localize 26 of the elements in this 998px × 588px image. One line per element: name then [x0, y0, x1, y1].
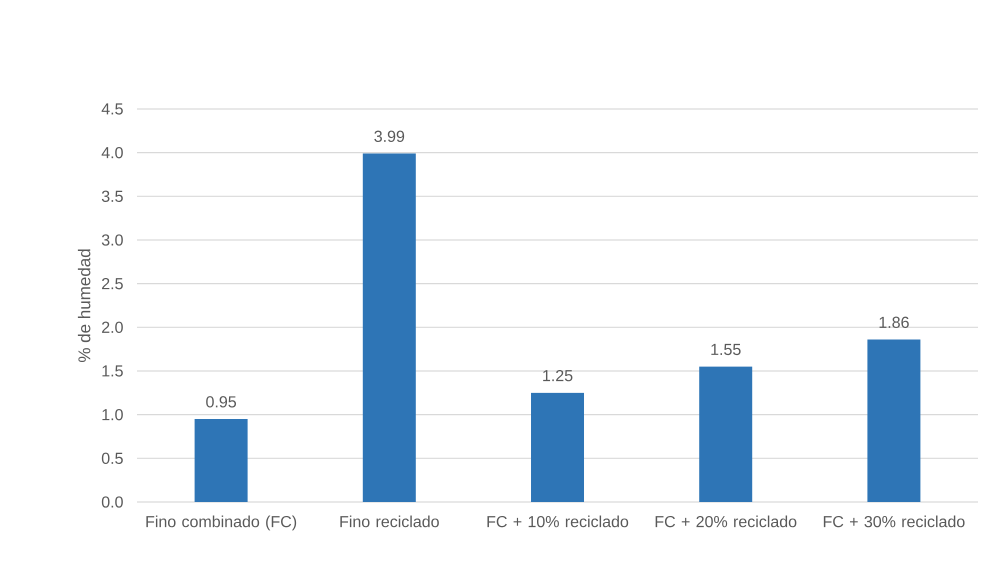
- x-tick-label: FC + 10% reciclado: [487, 516, 628, 528]
- x-tick-label: FC + 30% reciclado: [824, 516, 965, 528]
- y-tick-label: 2.5: [102, 278, 123, 290]
- data-label: 1.86: [880, 316, 909, 328]
- y-tick-label: 4.5: [102, 103, 123, 115]
- bar: [867, 340, 920, 502]
- y-tick-label: 3.5: [102, 190, 123, 202]
- y-axis-title: % de humedad: [78, 249, 90, 362]
- y-tick-label: 2.0: [102, 322, 123, 333]
- y-tick-label: 0.5: [102, 452, 123, 464]
- bar: [531, 392, 584, 502]
- bar: [699, 366, 752, 502]
- x-tick-label: Fino combinado (FC): [146, 516, 296, 530]
- x-tick-label: FC + 20% reciclado: [656, 516, 796, 528]
- x-tick-label: Fino reciclado: [340, 516, 439, 528]
- y-tick-label: 4.0: [102, 146, 123, 158]
- data-label: 1.25: [543, 370, 572, 382]
- data-label: 3.99: [374, 130, 404, 142]
- y-tick-label: 0.0: [102, 496, 123, 508]
- data-label: 0.95: [206, 396, 236, 408]
- y-tick-label: 1.5: [102, 365, 123, 377]
- bar: [362, 154, 416, 502]
- data-label: 1.55: [711, 344, 741, 356]
- y-tick-label: 1.0: [102, 408, 123, 420]
- y-tick-label: 3.0: [102, 234, 123, 246]
- bar: [194, 419, 248, 502]
